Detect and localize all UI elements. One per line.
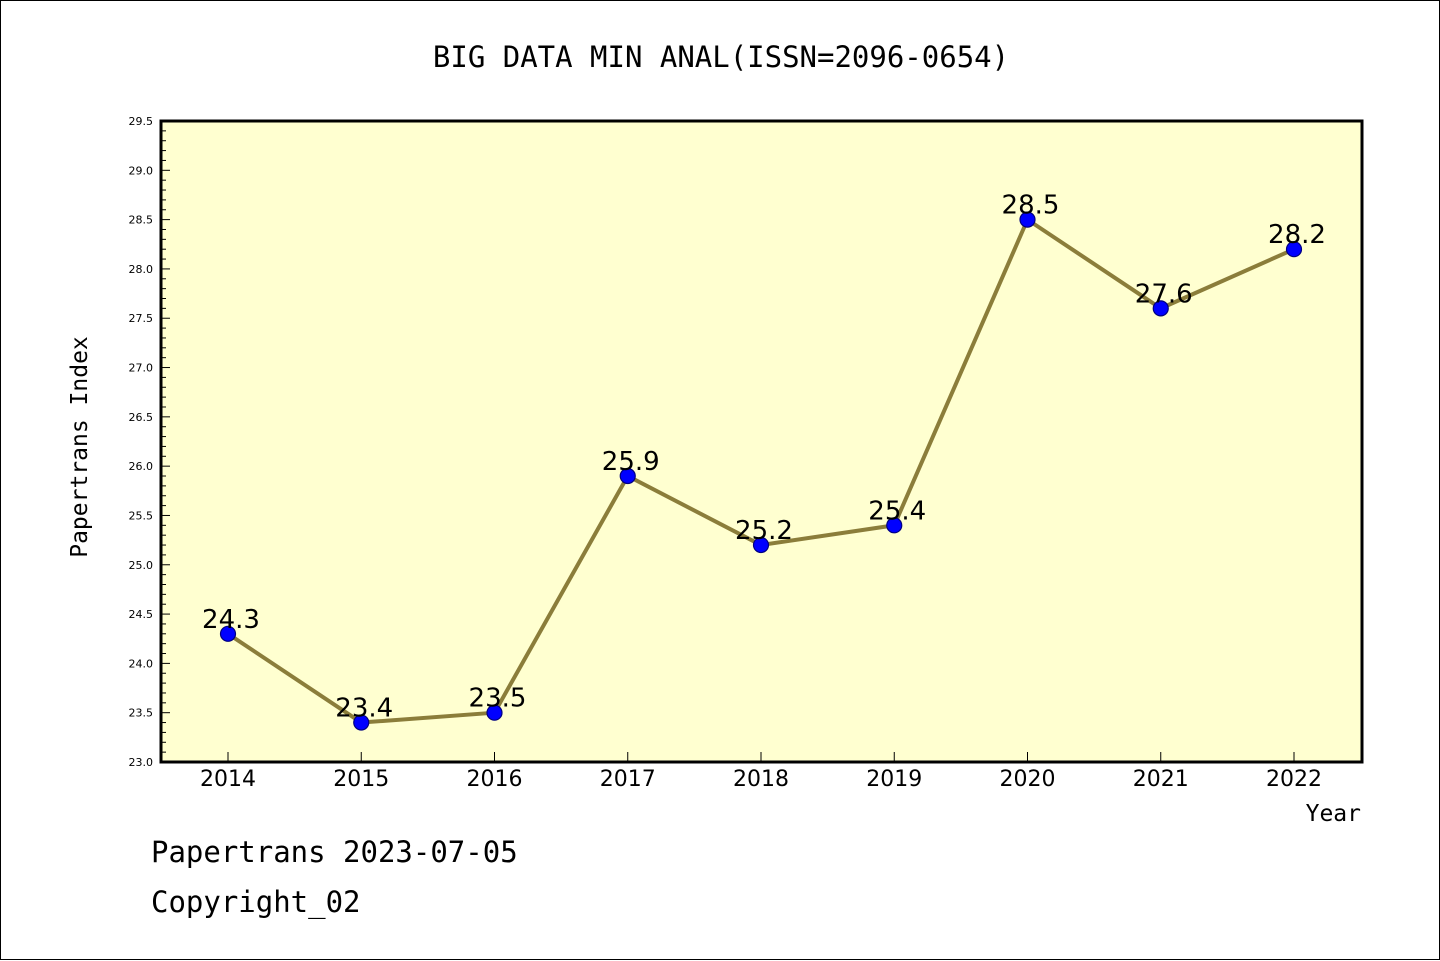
y-tick-label: 28.5 [129, 214, 154, 227]
chart-title: BIG DATA MIN ANAL(ISSN=2096-0654) [433, 40, 1009, 74]
x-tick-label: 2015 [333, 767, 389, 792]
x-tick-label: 2014 [200, 767, 256, 792]
data-label: 28.5 [1002, 191, 1060, 221]
x-tick-label: 2016 [467, 767, 523, 792]
x-tick-label: 2019 [866, 767, 922, 792]
data-point [1285, 241, 1303, 258]
x-tick-label: 2020 [1000, 767, 1056, 792]
y-tick-label: 26.5 [129, 411, 154, 424]
data-point [486, 704, 503, 721]
y-tick-label: 25.5 [129, 509, 154, 522]
y-tick-label: 25.0 [129, 559, 154, 572]
data-label: 25.9 [602, 447, 660, 477]
y-tick-label: 23.5 [129, 707, 154, 720]
data-point [886, 517, 903, 534]
data-label: 23.5 [469, 684, 527, 714]
x-tick-label: 2021 [1133, 767, 1189, 792]
data-point [1019, 211, 1036, 228]
y-tick-label: 28.0 [129, 263, 154, 276]
data-label: 25.4 [868, 496, 926, 526]
y-tick-label: 27.0 [129, 362, 154, 375]
y-axis: 23.0 23.5 24.0 24.5 25.0 25.5 26.0 26.5 27.0 27.5… [129, 115, 170, 769]
footer-date: Papertrans 2023-07-05 [151, 835, 518, 869]
data-point [1152, 300, 1169, 317]
data-point [353, 714, 370, 731]
x-tick-label: 2017 [600, 767, 656, 792]
data-label: 28.2 [1268, 220, 1326, 250]
y-tick-label: 23.0 [129, 756, 154, 769]
data-label: 23.4 [335, 694, 393, 724]
y-tick-label: 29.0 [129, 164, 154, 177]
y-tick-label: 24.0 [129, 657, 154, 670]
x-axis: 2014 2015 2016 2017 2018 2019 2020 2021 2022 [200, 752, 1322, 792]
data-label: 24.3 [202, 605, 260, 635]
data-label: 27.6 [1135, 279, 1193, 309]
x-axis-title: Year [1306, 801, 1361, 827]
y-tick-label: 26.0 [129, 460, 154, 473]
y-tick-label: 27.5 [129, 312, 154, 325]
data-label: 25.2 [735, 516, 793, 546]
y-axis-title: Papertrans Index [67, 336, 93, 558]
plot-area [159, 119, 1364, 764]
data-point [619, 467, 636, 485]
x-tick-label: 2022 [1266, 767, 1322, 792]
y-tick-label: 29.5 [129, 115, 154, 128]
footer-copyright: Copyright_02 [151, 885, 361, 919]
series-line-group: 24.3 23.4 23.5 25.9 25.2 25.4 28.5 27.6 28.2 [202, 191, 1326, 731]
data-point [752, 536, 770, 554]
x-tick-label: 2018 [733, 767, 789, 792]
y-tick-label: 24.5 [129, 608, 154, 621]
data-point [219, 625, 237, 642]
